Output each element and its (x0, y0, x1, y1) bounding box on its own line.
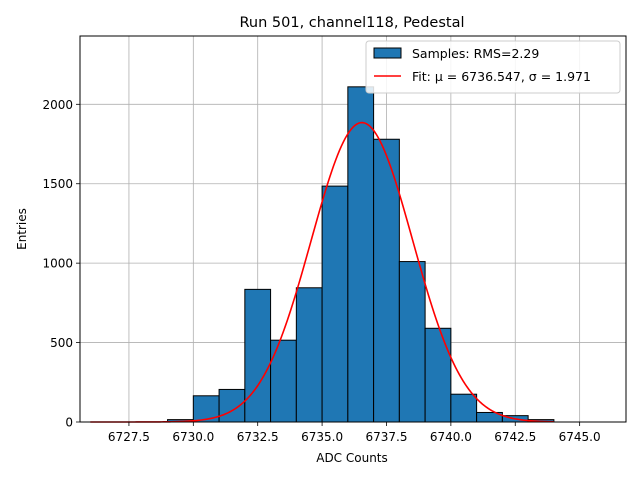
legend-box (365, 40, 621, 94)
y-axis-label: Entries (15, 208, 29, 250)
x-tick-label: 6727.5 (108, 430, 150, 444)
chart-title: Run 501, channel118, Pedestal (239, 15, 464, 31)
y-axis-ticks: 0 500 1000 1500 2000 (42, 98, 80, 430)
histogram-bar (321, 185, 349, 423)
legend: Samples: RMS=2.29 Fit: μ = 6736.547, σ =… (365, 40, 621, 94)
histogram-bar (244, 288, 272, 423)
y-tick-label: 1000 (42, 257, 73, 271)
x-tick-label: 6732.5 (237, 430, 279, 444)
x-tick-label: 6742.5 (494, 430, 536, 444)
histogram-bar (424, 327, 452, 423)
x-axis-label: ADC Counts (316, 451, 388, 465)
x-tick-label: 6735.0 (301, 430, 343, 444)
x-tick-label: 6740.0 (430, 430, 472, 444)
y-tick-label: 500 (50, 336, 73, 350)
y-tick-label: 2000 (42, 98, 73, 112)
histogram-bar (398, 261, 426, 423)
histogram-bar (450, 393, 478, 423)
x-tick-label: 6737.5 (365, 430, 407, 444)
x-tick-label: 6730.0 (172, 430, 214, 444)
histogram-bars (167, 86, 555, 423)
x-tick-label: 6745.0 (559, 430, 601, 444)
legend-bar-swatch (373, 47, 402, 59)
y-tick-label: 0 (65, 416, 73, 430)
histogram-bar (373, 138, 400, 423)
legend-fit-label: Fit: μ = 6736.547, σ = 1.971 (412, 69, 591, 84)
x-axis-ticks: 6727.5 6730.0 6732.5 6735.0 6737.5 6740.0 6742… (108, 422, 601, 444)
legend-samples-label: Samples: RMS=2.29 (412, 46, 539, 61)
histogram-bar (218, 388, 246, 423)
histogram-bar (347, 86, 375, 423)
y-tick-label: 1500 (42, 177, 73, 191)
plot-frame (79, 35, 627, 423)
histogram-bar (295, 287, 323, 423)
